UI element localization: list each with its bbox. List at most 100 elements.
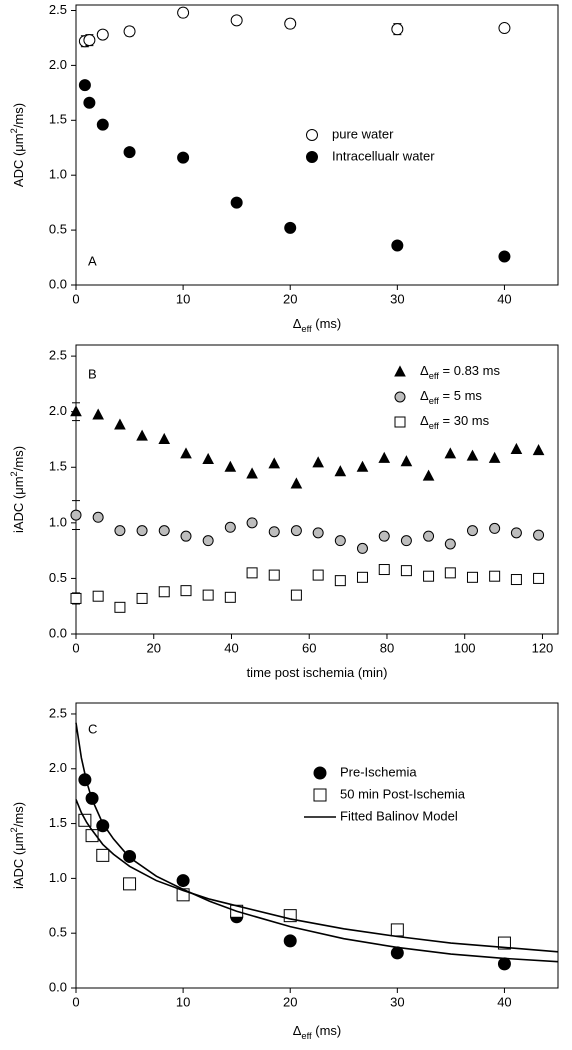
data-point: [533, 572, 545, 584]
data-point: [312, 527, 324, 539]
data-point: [378, 564, 390, 576]
x-tick-label: 60: [302, 640, 316, 655]
legend-marker: [313, 788, 327, 802]
y-axis-label: ADC (μm2/ms): [9, 103, 26, 187]
data-point: [230, 14, 243, 27]
x-tick-label: 10: [176, 994, 190, 1009]
data-point: [180, 585, 192, 597]
y-tick-label: 0.5: [49, 570, 67, 585]
data-point: [390, 923, 404, 937]
data-point: [444, 538, 456, 550]
data-point: [510, 574, 522, 586]
legend-label-part: = 5 ms: [439, 388, 482, 403]
data-point: [83, 96, 96, 109]
data-point: [268, 526, 280, 538]
y-tick-label: 1.0: [49, 870, 67, 885]
data-point: [290, 525, 302, 537]
data-point: [78, 79, 91, 92]
data-point: [466, 525, 478, 537]
data-point: [136, 429, 148, 441]
data-point: [423, 530, 435, 542]
data-point: [114, 601, 126, 613]
data-point: [290, 589, 302, 601]
data-point: [400, 535, 412, 547]
x-axis-label-part: Δ: [293, 316, 302, 331]
data-point: [378, 451, 391, 463]
data-point: [176, 874, 190, 888]
data-point: [400, 565, 412, 577]
data-point: [246, 517, 258, 529]
y-axis-label: iADC (μm2/ms): [9, 446, 26, 533]
data-point: [466, 571, 478, 583]
data-point: [268, 569, 280, 581]
y-tick-label: 2.5: [49, 2, 67, 17]
y-axis-label-part: 2: [9, 128, 19, 133]
data-point: [83, 34, 96, 47]
data-point: [96, 848, 110, 862]
x-axis-label-part: Δ: [293, 1023, 302, 1038]
data-point: [466, 449, 479, 461]
y-tick-label: 2.0: [49, 760, 67, 775]
data-point: [356, 460, 369, 472]
y-axis-label-part: /ms): [11, 446, 26, 471]
x-tick-label: 40: [224, 640, 238, 655]
legend-label-part: = 0.83 ms: [439, 363, 501, 378]
y-tick-label: 0.0: [49, 979, 67, 994]
data-point: [510, 527, 522, 539]
legend-label: 50 min Post-Ischemia: [340, 786, 466, 801]
data-point: [177, 151, 190, 164]
data-point: [498, 250, 511, 263]
x-tick-label: 120: [532, 640, 554, 655]
data-point: [334, 535, 346, 547]
legend-label-part: Δ: [420, 388, 429, 403]
data-point: [246, 567, 258, 579]
y-tick-label: 2.5: [49, 348, 67, 363]
data-point: [230, 196, 243, 209]
data-point: [334, 465, 347, 477]
x-axis-label-part: (ms): [312, 1023, 342, 1038]
data-point: [180, 530, 192, 542]
x-axis-label: Δeff (ms): [293, 316, 342, 334]
y-axis-label-part: iADC (μm: [11, 476, 26, 533]
data-point: [123, 25, 136, 38]
data-point: [246, 467, 258, 479]
data-point: [96, 28, 109, 41]
data-point: [391, 239, 404, 252]
y-tick-label: 2.5: [49, 705, 67, 720]
data-point: [498, 22, 511, 35]
data-point: [532, 444, 545, 456]
legend-label-part: eff: [429, 421, 440, 431]
data-point: [136, 525, 148, 537]
x-tick-label: 100: [454, 640, 476, 655]
y-axis-label: iADC (μm2/ms): [9, 802, 26, 889]
data-point: [158, 432, 171, 444]
data-point: [444, 567, 456, 579]
data-point: [92, 408, 104, 420]
x-tick-label: 20: [283, 291, 297, 306]
legend-marker: [306, 151, 318, 163]
data-point: [202, 535, 214, 547]
y-axis-label-part: /ms): [11, 802, 26, 827]
y-tick-label: 1.0: [49, 514, 67, 529]
data-point: [378, 530, 390, 542]
x-axis-label: time post ischemia (min): [247, 665, 388, 680]
legend-label: Δeff = 5 ms: [420, 388, 482, 406]
data-point: [284, 221, 297, 234]
legend-label: Intracellualr water: [332, 148, 435, 163]
x-tick-label: 40: [497, 291, 511, 306]
data-point: [70, 509, 82, 521]
legend-label-part: = 30 ms: [439, 413, 490, 428]
legend-marker: [306, 129, 318, 141]
x-axis-label: Δeff (ms): [293, 1023, 342, 1041]
y-tick-label: 2.0: [49, 403, 67, 418]
data-point: [123, 877, 137, 891]
y-tick-label: 0.5: [49, 925, 67, 940]
data-point: [444, 447, 457, 459]
data-point: [356, 542, 368, 554]
data-point: [284, 17, 297, 30]
fit-curve: [75, 799, 559, 953]
legend-label: Pre-Ischemia: [340, 764, 417, 779]
legend-label: Δeff = 0.83 ms: [420, 363, 500, 381]
data-point: [202, 589, 214, 601]
